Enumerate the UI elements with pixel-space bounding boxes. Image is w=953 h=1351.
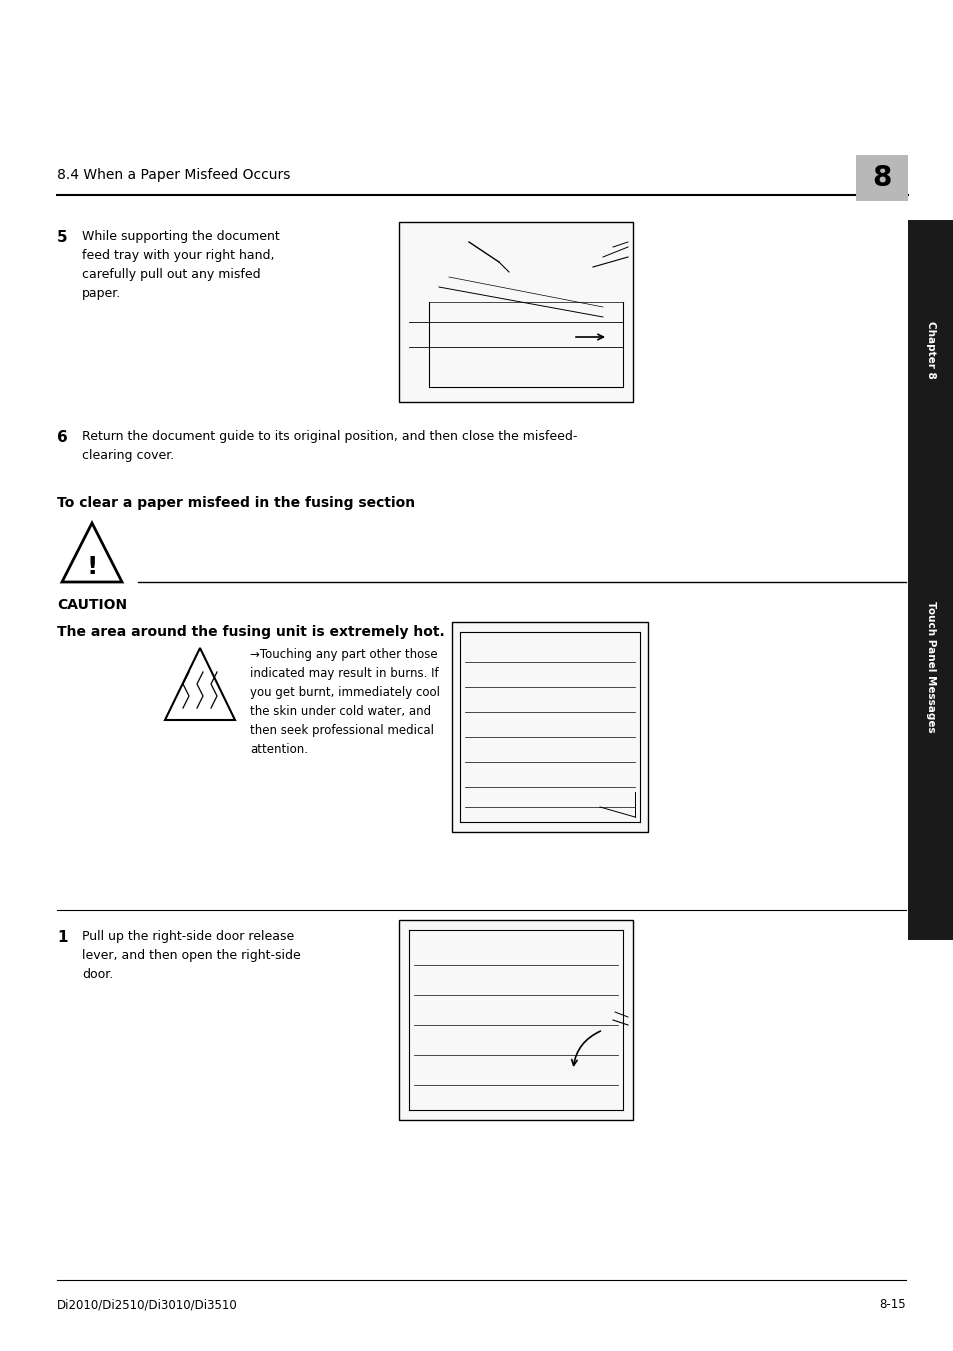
Text: 8.4 When a Paper Misfeed Occurs: 8.4 When a Paper Misfeed Occurs [57, 168, 290, 182]
Bar [398, 920, 633, 1120]
Text: !: ! [86, 555, 97, 580]
Text: 5: 5 [57, 230, 68, 245]
Text: clearing cover.: clearing cover. [82, 449, 174, 462]
Text: Chapter 8: Chapter 8 [925, 320, 935, 378]
Bar [855, 155, 907, 201]
Bar [398, 222, 633, 403]
Text: 6: 6 [57, 430, 68, 444]
Bar [615, 642, 626, 654]
Bar [452, 621, 647, 832]
Text: Return the document guide to its original position, and then close the misfeed-: Return the document guide to its origina… [82, 430, 577, 443]
Text: you get burnt, immediately cool: you get burnt, immediately cool [250, 686, 439, 698]
Text: →Touching any part other those: →Touching any part other those [250, 648, 437, 661]
Text: Pull up the right-side door release: Pull up the right-side door release [82, 929, 294, 943]
Text: feed tray with your right hand,: feed tray with your right hand, [82, 249, 274, 262]
Bar [907, 220, 953, 940]
Text: While supporting the document: While supporting the document [82, 230, 279, 243]
Text: the skin under cold water, and: the skin under cold water, and [250, 705, 431, 717]
Text: indicated may result in burns. If: indicated may result in burns. If [250, 667, 438, 680]
Text: Touch Panel Messages: Touch Panel Messages [925, 601, 935, 732]
Text: CAUTION: CAUTION [57, 598, 127, 612]
Text: lever, and then open the right-side: lever, and then open the right-side [82, 948, 300, 962]
Text: then seek professional medical: then seek professional medical [250, 724, 434, 738]
Text: The area around the fusing unit is extremely hot.: The area around the fusing unit is extre… [57, 626, 444, 639]
Text: To clear a paper misfeed in the fusing section: To clear a paper misfeed in the fusing s… [57, 496, 415, 509]
Text: 1: 1 [57, 929, 68, 944]
Text: attention.: attention. [250, 743, 308, 757]
Text: carefully pull out any misfed: carefully pull out any misfed [82, 267, 260, 281]
Text: 8: 8 [871, 163, 891, 192]
Text: paper.: paper. [82, 286, 121, 300]
Text: Di2010/Di2510/Di3010/Di3510: Di2010/Di2510/Di3010/Di3510 [57, 1298, 237, 1310]
Text: 8-15: 8-15 [879, 1298, 905, 1310]
Text: door.: door. [82, 969, 113, 981]
